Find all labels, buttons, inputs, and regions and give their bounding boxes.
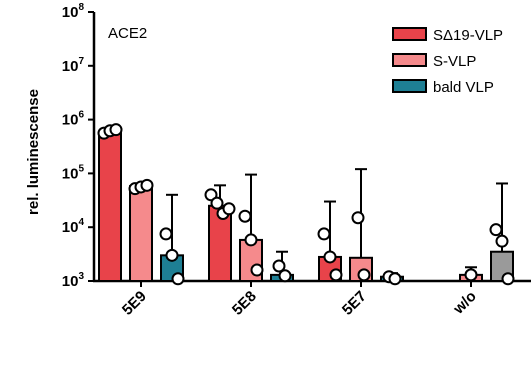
legend-swatch-s-delta19-vlp [392, 27, 427, 41]
point-other-3-1 [495, 234, 509, 248]
y-tick-label-5: 108 [62, 2, 85, 21]
point-other-3-0 [489, 223, 503, 237]
point-s-19-vlp-1-3 [222, 202, 236, 216]
y-tick-label-4: 107 [62, 56, 85, 75]
point-s-vlp-1-0 [238, 209, 252, 223]
point-s-vlp-1-1 [244, 233, 258, 247]
point-bald-vlp-2-1 [388, 272, 402, 286]
point-s-19-vlp-0-2 [109, 123, 123, 137]
point-bald-vlp-1-0 [272, 259, 286, 273]
bar-s-19-vlp-0 [98, 130, 122, 282]
plot-area: 103 104 105 106 107 108 [62, 2, 531, 290]
x-tick-label-0: 5E9 [119, 288, 150, 319]
y-tick-label-2: 105 [62, 163, 85, 182]
legend-label-bald-vlp: bald VLP [433, 79, 494, 96]
point-bald-vlp-1-1 [278, 269, 292, 283]
point-s-vlp-1-2 [250, 263, 264, 277]
x-tick-label-3: w/o [449, 288, 479, 318]
legend-label-s-vlp: S-VLP [433, 53, 476, 70]
point-other-3-2 [501, 272, 515, 286]
y-axis-title: rel. luminescense [25, 89, 42, 215]
point-s-19-vlp-1-1 [210, 196, 224, 210]
y-tick-label-0: 103 [62, 271, 85, 290]
legend-swatch-s-vlp [392, 53, 427, 67]
point-s-vlp-2-1 [357, 268, 371, 282]
y-tick-label-1: 104 [62, 217, 85, 236]
point-s-vlp-3-0 [464, 268, 478, 282]
point-bald-vlp-0-1 [165, 248, 179, 262]
y-tick-label-3: 106 [62, 110, 85, 129]
legend-label-s-delta19-vlp: SΔ19-VLP [433, 27, 503, 44]
x-tick-label-1: 5E8 [229, 288, 260, 319]
bar-s-vlp-0 [129, 185, 153, 283]
point-bald-vlp-0-0 [159, 227, 173, 241]
point-s-19-vlp-2-2 [329, 268, 343, 282]
legend-swatch-bald-vlp [392, 79, 427, 93]
chart-title: ACE2 [108, 25, 147, 42]
point-s-19-vlp-2-1 [323, 250, 337, 264]
x-tick-label-2: 5E7 [339, 288, 370, 319]
legend: SΔ19-VLP S-VLP bald VLP [392, 27, 503, 96]
point-s-vlp-2-0 [351, 211, 365, 225]
point-s-19-vlp-2-0 [317, 227, 331, 241]
point-s-vlp-0-2 [140, 178, 154, 192]
point-bald-vlp-0-2 [171, 272, 185, 286]
